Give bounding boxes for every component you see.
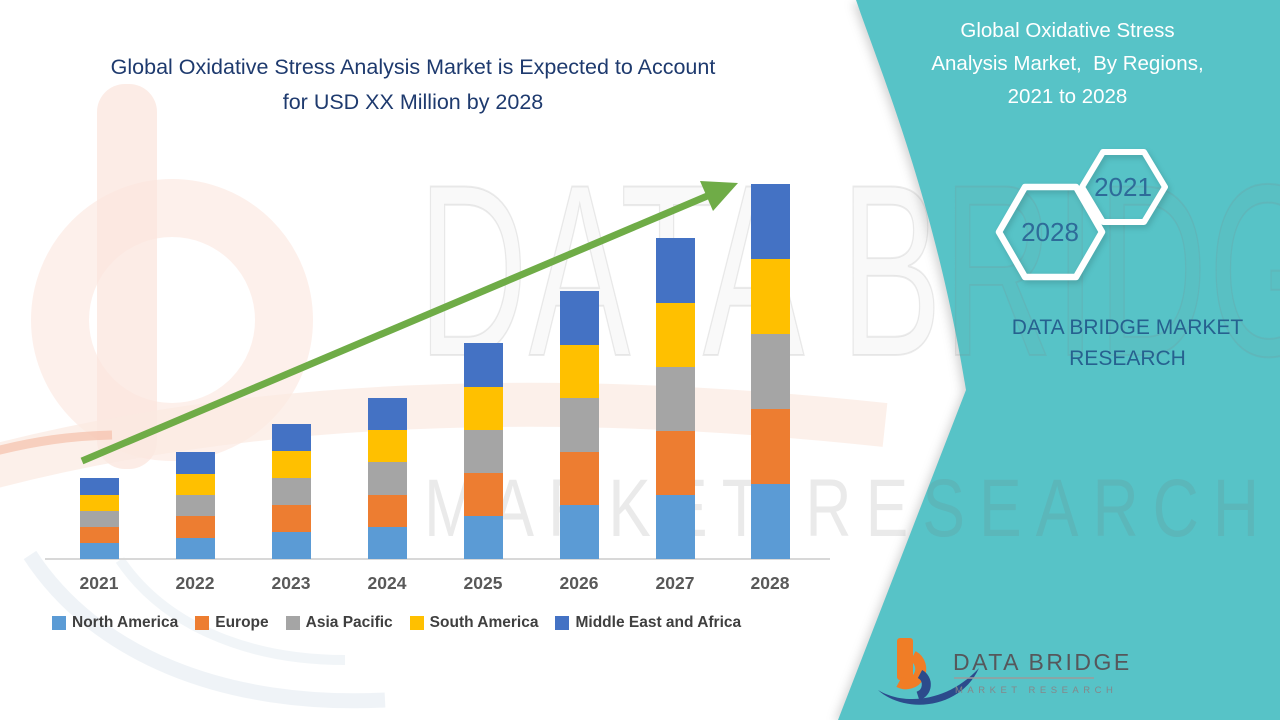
bar-segment-south-america-2027 — [655, 302, 695, 367]
bar-segment-middle-east-and-africa-2027 — [655, 238, 695, 303]
bar-segment-south-america-2028 — [750, 259, 790, 334]
bar-segment-south-america-2021 — [79, 494, 119, 511]
x-axis-label-2022: 2022 — [175, 573, 215, 593]
x-axis-label-2021: 2021 — [79, 573, 119, 593]
panel-brand-text: DATA BRIDGE MARKET RESEARCH — [1011, 316, 1244, 370]
bar-segment-north-america-2021 — [79, 542, 119, 559]
panel-title: Global Oxidative Stress Analysis Market,… — [931, 19, 1204, 108]
legend-label: North America — [72, 614, 179, 631]
legend-swatch-icon — [285, 616, 300, 630]
bar-segment-south-america-2023 — [271, 451, 311, 478]
x-axis-label-2024: 2024 — [367, 573, 407, 593]
bar-segment-asia-pacific-2025 — [463, 429, 503, 473]
bar-segment-asia-pacific-2027 — [655, 366, 695, 431]
bar-segment-europe-2025 — [463, 472, 503, 516]
legend-swatch-icon — [555, 616, 570, 630]
chart-legend: North America Europe Asia Pacific South Ame… — [52, 614, 741, 632]
x-axis-label-2028: 2028 — [750, 573, 790, 593]
bar-segment-north-america-2022 — [175, 537, 215, 559]
bar-segment-europe-2024 — [367, 494, 407, 527]
bar-segment-middle-east-and-africa-2021 — [79, 478, 119, 495]
bar-segment-asia-pacific-2024 — [367, 462, 407, 495]
bar-segment-asia-pacific-2026 — [559, 398, 599, 452]
bar-segment-north-america-2024 — [367, 526, 407, 559]
bar-segment-south-america-2026 — [559, 344, 599, 399]
bar-segment-north-america-2026 — [559, 505, 599, 559]
x-axis-label-2023: 2023 — [271, 573, 311, 593]
chart-headline: Global Oxidative Stress Analysis Market … — [110, 55, 716, 114]
bar-segment-asia-pacific-2028 — [750, 334, 790, 409]
bar-segment-middle-east-and-africa-2025 — [463, 343, 503, 387]
legend-label: Middle East and Africa — [575, 614, 742, 631]
legend-swatch-icon — [52, 616, 66, 630]
legend-item-middle-east-and-africa: Middle East and Africa — [555, 614, 741, 632]
bar-segment-europe-2022 — [175, 516, 215, 538]
bar-segment-south-america-2025 — [463, 386, 503, 430]
bar-segment-middle-east-and-africa-2024 — [367, 397, 407, 430]
legend-swatch-icon — [195, 616, 210, 630]
bar-segment-north-america-2027 — [655, 494, 695, 559]
bar-segment-europe-2021 — [79, 526, 119, 543]
x-axis-label-2026: 2026 — [559, 573, 599, 593]
legend-item-europe: Europe — [195, 614, 269, 632]
legend-label: South America — [429, 614, 539, 631]
legend-item-asia-pacific: Asia Pacific — [285, 614, 393, 632]
x-axis-label-2025: 2025 — [463, 573, 503, 593]
x-axis-label-2027: 2027 — [655, 573, 695, 593]
bar-segment-north-america-2028 — [750, 484, 790, 559]
legend-label: Europe — [215, 614, 269, 631]
bar-segment-north-america-2025 — [463, 515, 503, 559]
x-axis-line — [45, 558, 830, 560]
bar-segment-asia-pacific-2021 — [79, 510, 119, 527]
bar-segment-europe-2027 — [655, 430, 695, 495]
legend-label: Asia Pacific — [305, 614, 393, 631]
bar-segment-south-america-2022 — [175, 473, 215, 495]
bar-segment-europe-2028 — [750, 409, 790, 484]
bar-segment-south-america-2024 — [367, 430, 407, 463]
legend-swatch-icon — [409, 616, 424, 630]
legend-item-south-america: South America — [409, 614, 539, 632]
legend-item-north-america: North America — [52, 614, 178, 632]
bar-segment-middle-east-and-africa-2026 — [559, 290, 599, 345]
bar-segment-middle-east-and-africa-2022 — [175, 452, 215, 474]
bar-segment-asia-pacific-2022 — [175, 494, 215, 517]
bar-segment-north-america-2023 — [271, 532, 311, 559]
bar-segment-europe-2026 — [559, 451, 599, 506]
bar-segment-asia-pacific-2023 — [271, 478, 311, 505]
bar-segment-europe-2023 — [271, 505, 311, 532]
bar-segment-middle-east-and-africa-2023 — [271, 424, 311, 451]
trend-arrowhead-icon — [700, 181, 738, 211]
bar-segment-middle-east-and-africa-2028 — [750, 184, 790, 259]
